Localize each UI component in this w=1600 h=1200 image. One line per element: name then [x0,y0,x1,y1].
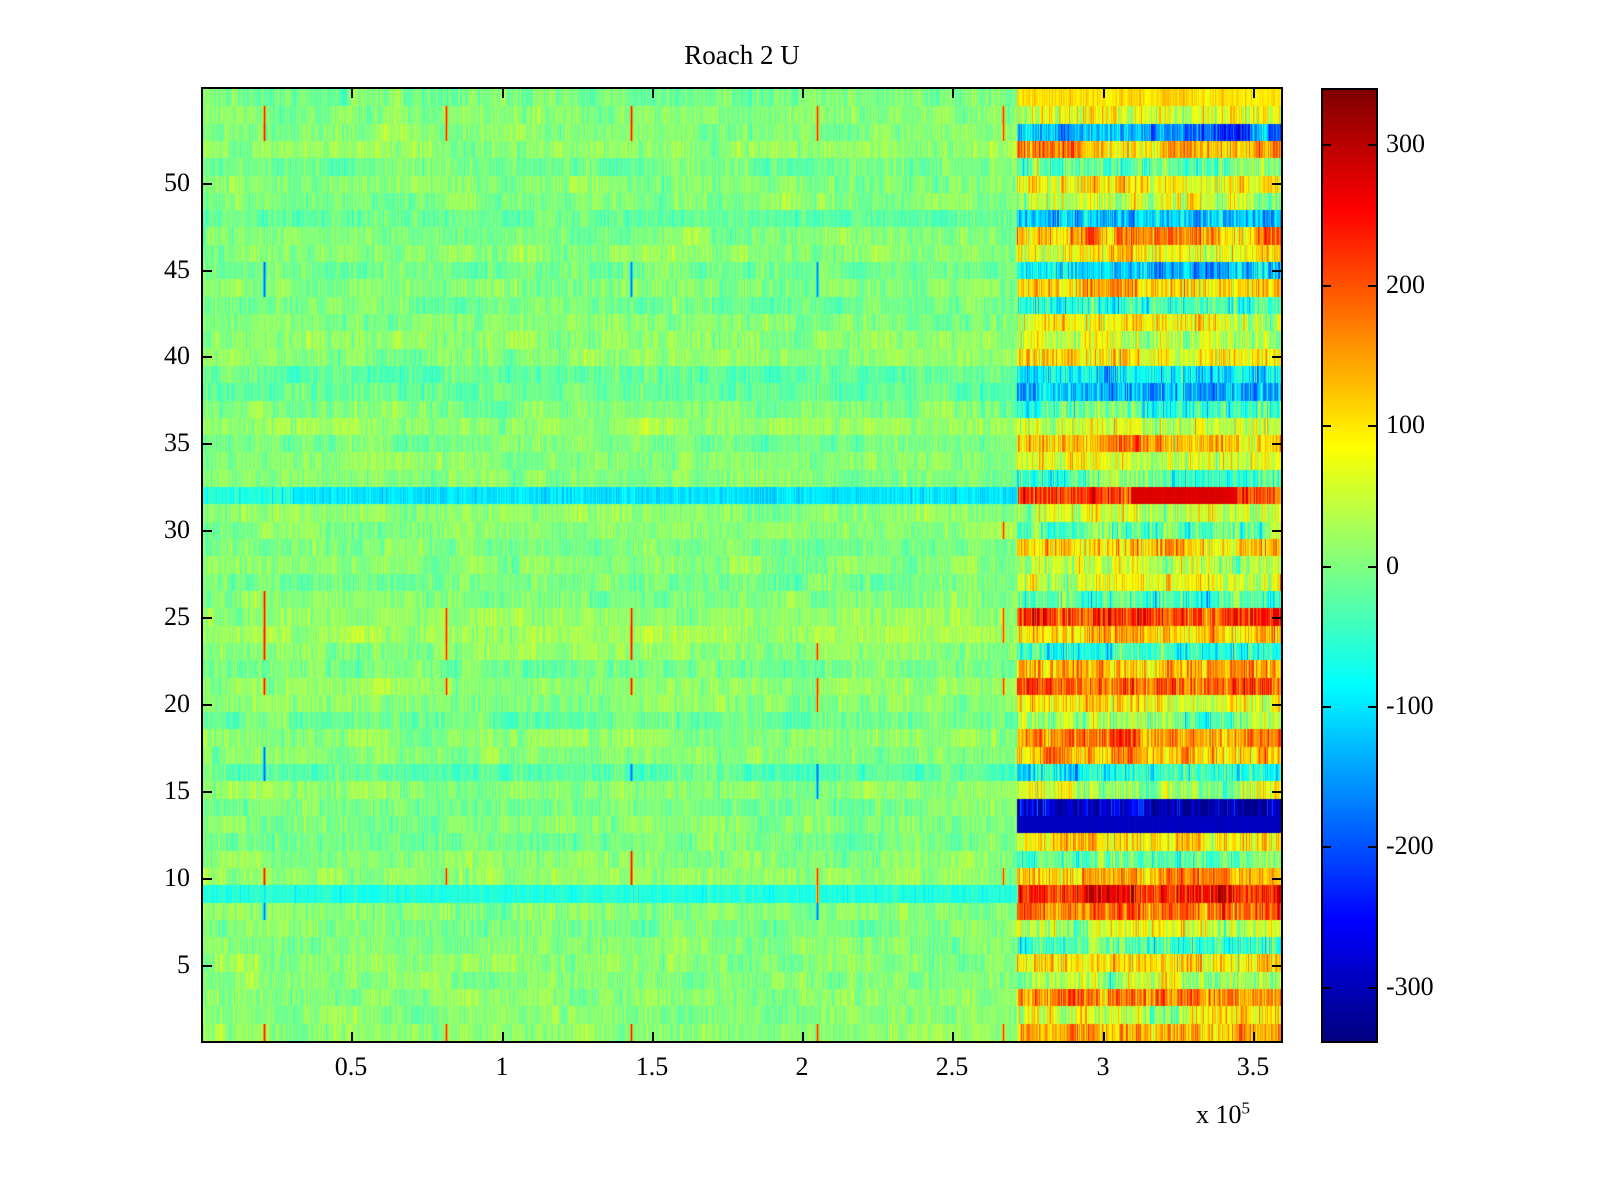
x-tick-label: 2 [795,1052,809,1081]
y-tick-mark [201,443,212,445]
x-tick-mark [351,1032,353,1043]
x-tick-label: 3 [1096,1052,1110,1081]
y-tick-label: 20 [164,689,190,718]
y-tick-mark [201,530,212,532]
x-tick-mark [1103,1032,1105,1043]
x-tick-mark [952,1032,954,1043]
colorbar-tick-label: 300 [1386,129,1425,158]
y-tick-label: 5 [177,950,190,979]
colorbar[interactable] [1321,88,1378,1043]
colorbar-tick-mark [1321,285,1331,287]
heatmap-image [203,89,1281,1041]
colorbar-tick-mark-right [1368,566,1378,568]
y-tick-mark [201,965,212,967]
colorbar-tick-mark-right [1368,706,1378,708]
colorbar-tick-mark-right [1368,144,1378,146]
x-tick-mark-top [1103,87,1105,98]
colorbar-tick-mark-right [1368,846,1378,848]
x-tick-mark [652,1032,654,1043]
y-tick-mark-right [1272,617,1283,619]
colorbar-tick-label: 200 [1386,270,1425,299]
y-tick-mark-right [1272,356,1283,358]
colorbar-tick-mark [1321,846,1331,848]
colorbar-tick-label: -200 [1386,831,1434,860]
y-tick-mark [201,878,212,880]
y-tick-mark-right [1272,530,1283,532]
y-tick-mark [201,270,212,272]
y-tick-mark-right [1272,965,1283,967]
x-exponent-power: 5 [1241,1098,1251,1118]
heatmap-axes[interactable] [201,87,1283,1043]
y-tick-mark-right [1272,704,1283,706]
y-tick-mark-right [1272,443,1283,445]
y-tick-label: 30 [164,515,190,544]
colorbar-gradient [1323,90,1376,1041]
y-tick-mark [201,617,212,619]
x-tick-label: 2.5 [935,1052,969,1081]
y-tick-label: 35 [164,428,190,457]
y-tick-label: 45 [164,255,190,284]
colorbar-tick-label: 0 [1386,551,1399,580]
y-tick-label: 50 [164,168,190,197]
x-tick-label: 1.5 [635,1052,669,1081]
y-tick-mark [201,791,212,793]
colorbar-tick-mark-right [1368,987,1378,989]
x-tick-label: 3.5 [1236,1052,1270,1081]
x-tick-label: 0.5 [334,1052,368,1081]
colorbar-tick-mark-right [1368,285,1378,287]
y-tick-mark [201,704,212,706]
y-tick-label: 10 [164,863,190,892]
colorbar-tick-mark [1321,566,1331,568]
x-tick-label: 1 [495,1052,509,1081]
colorbar-tick-label: -300 [1386,972,1434,1001]
colorbar-tick-mark [1321,706,1331,708]
y-tick-mark-right [1272,183,1283,185]
x-tick-mark-top [351,87,353,98]
y-tick-label: 25 [164,602,190,631]
x-tick-mark-top [502,87,504,98]
colorbar-tick-label: 100 [1386,410,1425,439]
y-tick-label: 15 [164,776,190,805]
y-tick-mark-right [1272,791,1283,793]
colorbar-tick-mark-right [1368,425,1378,427]
page-title: Roach 2 U [684,40,800,70]
y-tick-mark-right [1272,270,1283,272]
x-axis-exponent-label: x 105 [1196,1098,1251,1130]
y-tick-mark [201,356,212,358]
x-tick-mark-top [1253,87,1255,98]
x-tick-mark-top [952,87,954,98]
y-tick-mark-right [1272,878,1283,880]
colorbar-tick-mark [1321,144,1331,146]
y-tick-mark [201,183,212,185]
x-tick-mark-top [652,87,654,98]
x-tick-mark [502,1032,504,1043]
x-tick-mark-top [802,87,804,98]
x-tick-mark [802,1032,804,1043]
colorbar-tick-mark [1321,987,1331,989]
colorbar-tick-mark [1321,425,1331,427]
y-tick-label: 40 [164,341,190,370]
x-exponent-base: x 10 [1196,1100,1242,1129]
x-tick-mark [1253,1032,1255,1043]
colorbar-tick-label: -100 [1386,691,1434,720]
